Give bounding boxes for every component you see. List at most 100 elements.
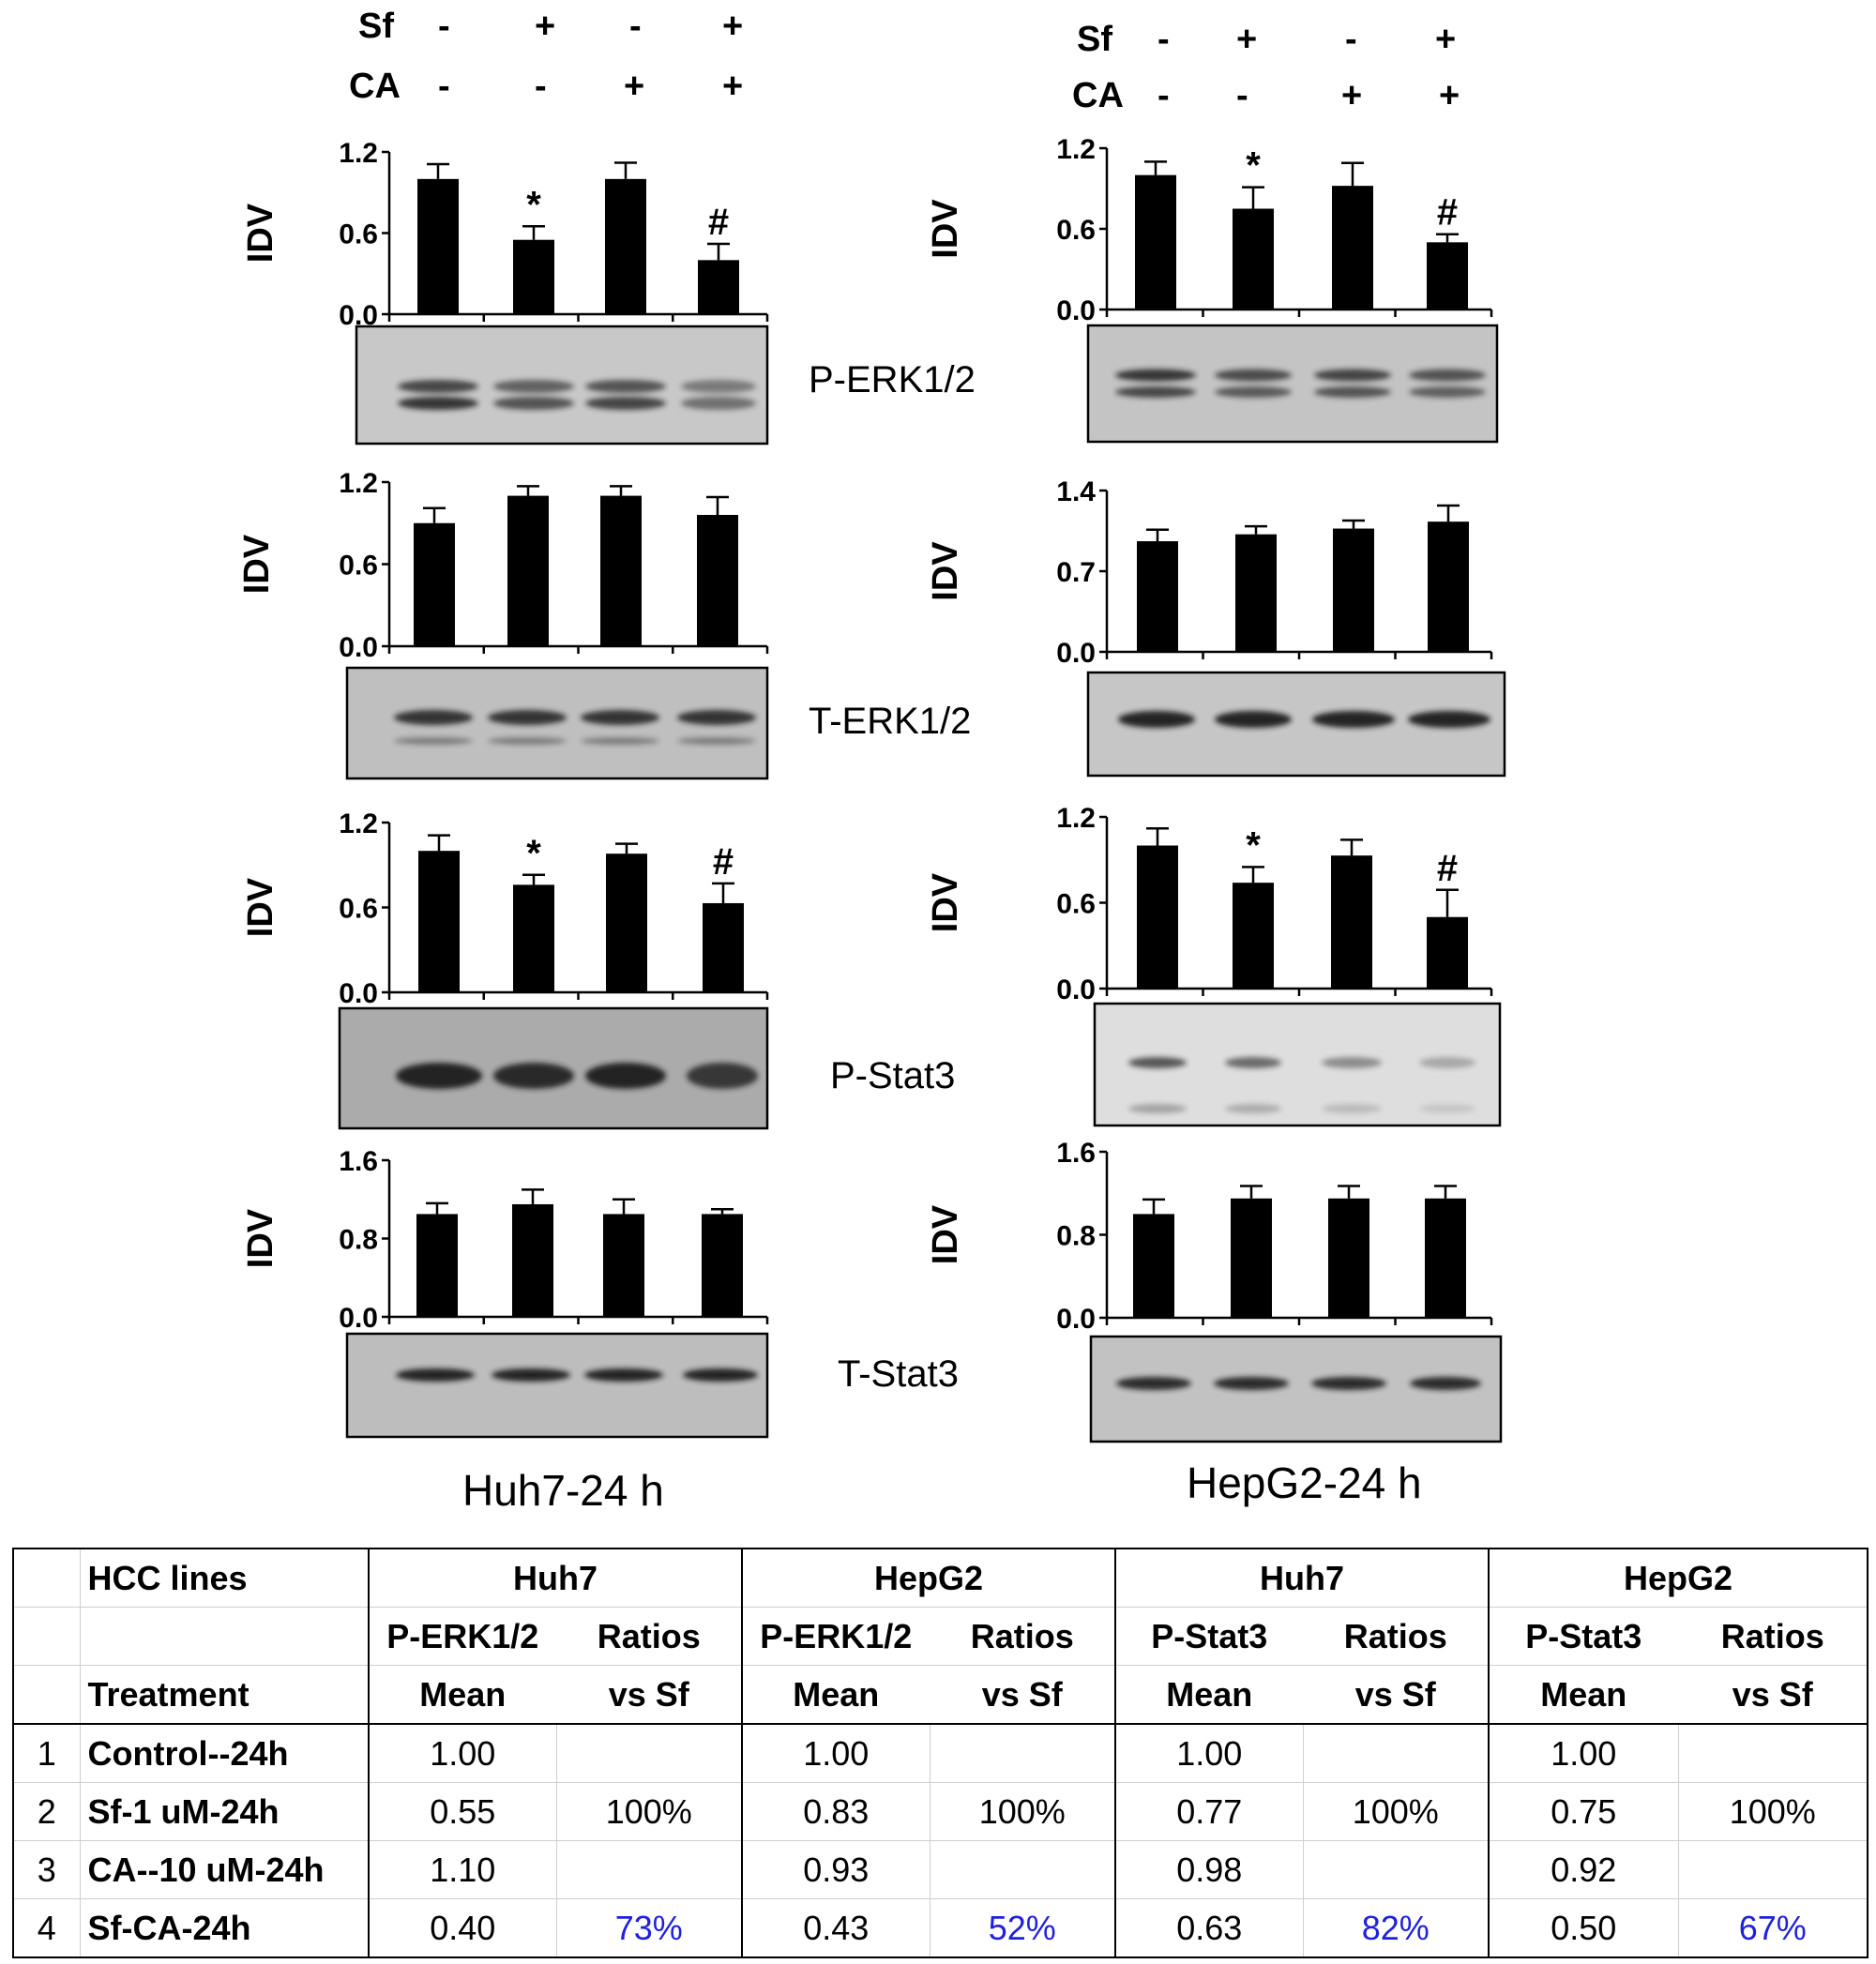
chart-huh7-p-stat3: 0.0 0.6 1.2 IDV * # — [241, 808, 769, 1009]
table-cell-ratio-highlight: 82% — [1302, 1898, 1490, 1958]
blot-band — [493, 397, 574, 410]
blot-band — [1312, 711, 1395, 728]
bar — [1328, 1198, 1369, 1318]
blot-band — [1311, 1377, 1386, 1390]
blot-band — [398, 397, 478, 410]
blot-label-t-erk: T-ERK1/2 — [809, 701, 971, 742]
table-cell: 1.00 — [741, 1723, 930, 1783]
blot-band — [488, 737, 567, 745]
table-cell — [12, 1607, 81, 1666]
table-cell: Sf-1 uM-24h — [79, 1782, 370, 1841]
bar — [513, 884, 554, 992]
significance-hash: # — [713, 841, 734, 883]
table-cell: 1.00 — [368, 1723, 557, 1783]
blot-band — [398, 380, 478, 393]
blot-band — [585, 1063, 666, 1089]
blot-band — [394, 710, 473, 725]
y-tick-label: 0.6 — [339, 894, 378, 925]
y-tick-label: 1.4 — [1056, 476, 1096, 507]
y-tick-label: 0.6 — [339, 551, 378, 582]
bar — [417, 178, 459, 314]
bar — [1332, 186, 1373, 310]
blot-label-t-stat3: T-Stat3 — [838, 1353, 959, 1395]
ca-label: CA — [1072, 76, 1124, 115]
table-cell: 0.55 — [368, 1782, 557, 1841]
blot-band — [1314, 386, 1391, 398]
table-cell: 0.77 — [1114, 1782, 1304, 1841]
y-tick-label: 0.0 — [1056, 1304, 1096, 1335]
table-row: 1 Control--24h 1.00 1.00 1.00 1.00 — [12, 1723, 1869, 1783]
table-cell-ratio-highlight: 73% — [555, 1898, 743, 1958]
ca-sign: - — [1236, 76, 1248, 115]
table-header-row: HCC lines Huh7 HepG2 Huh7 HepG2 — [12, 1548, 1869, 1608]
significance-star: * — [526, 833, 541, 874]
blot-band — [585, 397, 666, 410]
y-tick-label: 0.6 — [1056, 889, 1096, 920]
table-cell: 0.40 — [368, 1898, 557, 1958]
bar — [1137, 541, 1178, 652]
bar — [702, 1214, 743, 1317]
y-tick-label: 1.2 — [339, 808, 378, 839]
treatment-header-huh7: Sf CA - + - + - - + + — [349, 7, 743, 106]
bar — [414, 522, 455, 646]
bar — [418, 851, 460, 992]
blot-band — [1225, 1057, 1281, 1068]
bar — [1235, 534, 1277, 652]
ca-sign: - — [1157, 76, 1170, 115]
bar — [1425, 1198, 1466, 1318]
table-row: 3 CA--10 uM-24h 1.10 0.93 0.98 0.92 — [12, 1840, 1869, 1899]
sf-sign: - — [1345, 20, 1357, 59]
blot-band — [1115, 369, 1196, 382]
western-blots — [338, 324, 1506, 1443]
blot-band — [1115, 386, 1196, 398]
bar — [512, 1203, 553, 1317]
table-header-hcc-lines: HCC lines — [79, 1548, 370, 1608]
table-cell — [1677, 1723, 1869, 1783]
blot-frame — [345, 1332, 769, 1439]
chart-hepg2-t-stat3: 0.0 0.8 1.6 IDV — [926, 1138, 1493, 1335]
blot-band — [585, 380, 666, 393]
blot-band — [492, 1368, 570, 1382]
y-tick-label: 1.2 — [339, 468, 378, 499]
bar — [1427, 242, 1468, 310]
bar — [507, 495, 549, 646]
y-tick-label: 1.6 — [1056, 1138, 1096, 1169]
table-cell: 0.92 — [1488, 1840, 1679, 1899]
blot-band — [1118, 711, 1195, 728]
significance-star: * — [1246, 824, 1261, 866]
table-cell — [929, 1723, 1117, 1783]
y-axis-label: IDV — [241, 203, 280, 263]
bar — [1233, 208, 1274, 310]
table-header-cell: Ratios — [556, 1607, 743, 1666]
blot-band — [1322, 1057, 1382, 1068]
figure: Sf CA - + - + - - + + Sf CA - + - + - - … — [237, 7, 1506, 1515]
table-cell: 1.00 — [1114, 1723, 1304, 1783]
sf-sign: - — [629, 7, 642, 46]
table-header-cell: Ratios — [1303, 1607, 1490, 1666]
significance-star: * — [1246, 145, 1261, 187]
blot-band — [1214, 1377, 1289, 1390]
table-header-cell: vs Sf — [1303, 1665, 1490, 1725]
sf-sign: + — [1435, 20, 1456, 59]
blot-band — [1215, 711, 1292, 728]
ca-sign: + — [722, 67, 743, 106]
blot-band — [1409, 386, 1486, 398]
table-cell — [555, 1840, 743, 1899]
blot-band — [584, 1368, 663, 1382]
y-tick-label: 1.2 — [1056, 803, 1096, 834]
blot-band — [1409, 369, 1486, 382]
bar — [1427, 916, 1468, 989]
table-cell: Sf-CA-24h — [79, 1898, 370, 1958]
bar — [1233, 883, 1274, 989]
table-cell-ratio-highlight: 67% — [1677, 1898, 1869, 1958]
significance-hash: # — [1437, 192, 1458, 234]
y-tick-label: 1.6 — [339, 1146, 378, 1177]
sf-sign: + — [1236, 20, 1257, 59]
blot-label-p-erk: P-ERK1/2 — [809, 359, 976, 400]
table-cell-ratio-highlight: 52% — [929, 1898, 1117, 1958]
significance-hash: # — [1437, 848, 1458, 889]
table-header-cell: Mean — [741, 1665, 930, 1725]
y-tick-label: 0.0 — [339, 1303, 378, 1334]
bar — [1133, 1214, 1174, 1318]
bar — [703, 902, 744, 992]
